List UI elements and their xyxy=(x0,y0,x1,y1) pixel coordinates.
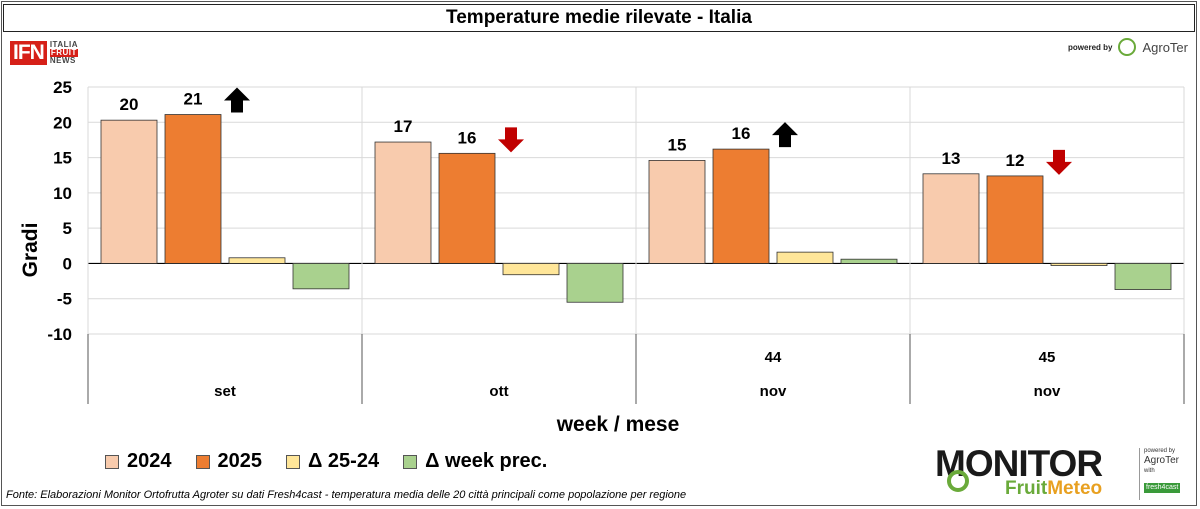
x-month-label: ott xyxy=(489,383,508,400)
fruit-word: Fruit xyxy=(1005,478,1048,499)
ifn-word-italia: ITALIA xyxy=(49,40,79,49)
source-note: Fonte: Elaborazioni Monitor Ortofrutta A… xyxy=(6,489,687,501)
side-powered-by: powered by xyxy=(1144,448,1176,454)
bar-2024-2 xyxy=(648,159,706,264)
monitor-side-credits: powered by AgroTer with fresh4cast xyxy=(1139,448,1191,500)
bar-delta-week-3 xyxy=(1114,263,1172,290)
monitor-fruitmeteo-logo: MONITOR FruitMeteo xyxy=(935,444,1135,502)
arrow-up-icon xyxy=(224,87,250,113)
data-label: 17 xyxy=(394,117,413,136)
bar-delta-week-1 xyxy=(566,263,624,303)
bar-delta-25-24-3 xyxy=(1050,263,1108,266)
ifn-word-news: NEWS xyxy=(49,56,76,65)
data-label: 12 xyxy=(1006,151,1025,170)
x-week-label: 44 xyxy=(765,349,782,366)
y-tick-label: 15 xyxy=(53,149,72,168)
ifn-logo-words: ITALIA FRUIT NEWS xyxy=(49,40,79,65)
meteo-word: Meteo xyxy=(1047,478,1103,499)
y-tick-label: 20 xyxy=(53,113,72,132)
bar-labels: 20 21 17 16 15 16 13 12 xyxy=(120,90,1025,170)
data-label: 21 xyxy=(184,90,203,109)
bar-delta-week-0 xyxy=(292,263,350,290)
legend-label-2024: 2024 xyxy=(127,450,172,472)
legend-swatch-2024 xyxy=(105,454,119,469)
bar-delta-25-24-1 xyxy=(502,263,560,276)
y-tick-label: 5 xyxy=(63,219,72,238)
y-axis: 25 20 15 10 5 0 -5 -10 xyxy=(47,78,72,344)
bar-2024-1 xyxy=(374,141,432,264)
powered-by-label: powered by xyxy=(1068,42,1113,52)
legend-swatch-delta-week xyxy=(403,454,418,469)
y-tick-label: -5 xyxy=(57,290,72,309)
legend-swatch-2025 xyxy=(195,454,210,469)
bar-delta-week-2 xyxy=(840,258,898,264)
bar-2025-2 xyxy=(712,148,770,264)
agroter-name: AgroTer xyxy=(1142,39,1188,55)
bar-2024-0 xyxy=(100,119,158,264)
x-week-label: 45 xyxy=(1039,349,1056,366)
legend-swatch-delta-25-24 xyxy=(286,454,300,469)
bars xyxy=(100,114,1172,303)
data-label: 16 xyxy=(732,124,751,143)
arrow-up-icon xyxy=(772,122,798,148)
bar-delta-25-24-0 xyxy=(228,257,286,264)
legend-item-delta-25-24: Δ 25-24 xyxy=(286,450,379,473)
ifn-word-fruit: FRUIT xyxy=(49,48,79,57)
data-label: 20 xyxy=(120,95,139,114)
y-tick-label: -10 xyxy=(47,325,72,344)
y-tick-label: 10 xyxy=(53,184,72,203)
x-month-label: set xyxy=(214,383,236,400)
powered-by-agroter: powered by AgroTer xyxy=(1068,38,1188,56)
legend-label-delta-25-24: Δ 25-24 xyxy=(308,450,380,472)
arrow-down-icon xyxy=(498,127,524,153)
x-axis-label: week / mese xyxy=(556,413,680,436)
ifn-logo: IFN ITALIA FRUIT NEWS xyxy=(10,40,79,66)
bar-delta-25-24-2 xyxy=(776,251,834,264)
y-tick-label: 25 xyxy=(53,78,72,97)
legend: 2024 2025 Δ 25-24 Δ week prec. xyxy=(105,450,571,473)
data-label: 15 xyxy=(668,135,687,154)
fresh4cast-logo: fresh4cast xyxy=(1144,483,1181,493)
bar-2025-0 xyxy=(164,114,222,264)
arrow-down-icon xyxy=(1046,149,1072,175)
side-agroter: AgroTer xyxy=(1144,455,1180,466)
data-label: 13 xyxy=(942,149,961,168)
data-label: 16 xyxy=(458,128,477,147)
magnifier-icon xyxy=(947,470,969,492)
legend-item-delta-week: Δ week prec. xyxy=(403,450,547,473)
fruitmeteo-wordmark: FruitMeteo xyxy=(1005,479,1102,499)
x-month-label: nov xyxy=(760,383,787,400)
y-tick-label: 0 xyxy=(63,254,72,273)
x-axis: set ott 44 nov 45 nov xyxy=(87,334,1185,404)
legend-label-delta-week: Δ week prec. xyxy=(425,450,548,472)
legend-label-2025: 2025 xyxy=(217,450,263,472)
chart-title: Temperature medie rilevate - Italia xyxy=(3,4,1195,32)
y-axis-label: Gradi xyxy=(19,223,42,278)
agroter-logo-icon xyxy=(1118,38,1137,56)
ifn-logo-mark: IFN xyxy=(10,41,47,65)
x-month-label: nov xyxy=(1034,383,1061,400)
legend-item-2025: 2025 xyxy=(195,450,263,473)
bar-2025-3 xyxy=(986,175,1044,264)
trend-arrows xyxy=(224,87,1072,175)
side-with: with xyxy=(1144,468,1155,474)
bar-2024-3 xyxy=(922,173,980,264)
bar-2025-1 xyxy=(438,152,496,264)
legend-item-2024: 2024 xyxy=(105,450,172,473)
